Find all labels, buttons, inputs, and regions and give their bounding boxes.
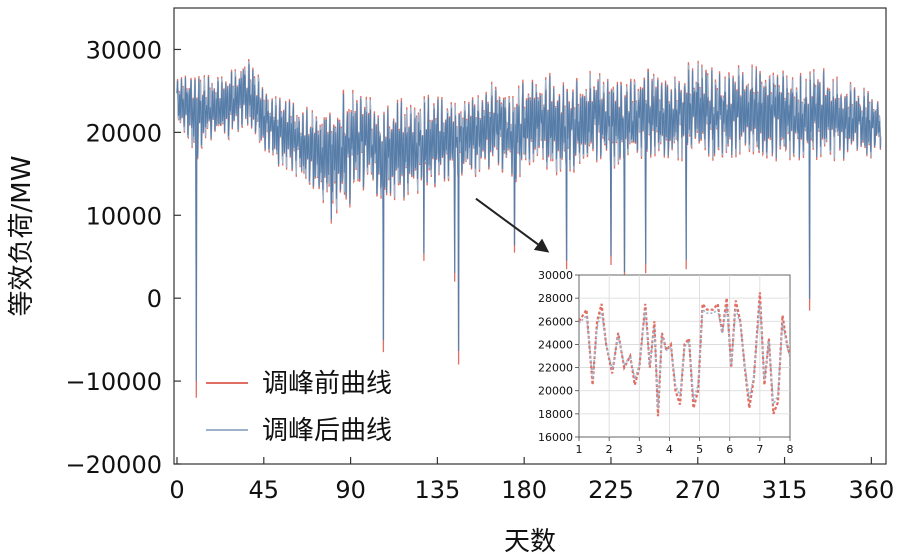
inset-x-ticks: 1 2 3 4 5 6 7 8 <box>576 437 794 456</box>
inset-series-after <box>579 302 790 409</box>
x-tick-label: 135 <box>414 476 460 504</box>
x-tick-label: 225 <box>588 476 634 504</box>
x-tick-label: 360 <box>848 476 894 504</box>
zoom-arrow-head <box>533 238 550 253</box>
inset-x-tick-label: 8 <box>787 443 794 456</box>
x-axis-ticks: 0 45 90 135 180 225 270 315 360 <box>169 457 894 504</box>
inset-y-tick-label: 22000 <box>538 362 573 375</box>
inset-chart: 1 2 3 4 5 6 7 8 16000 18000 20000 22000 24000 26000 2… <box>538 269 794 456</box>
inset-x-tick-label: 3 <box>636 443 643 456</box>
zoom-arrow-line <box>475 197 539 246</box>
x-tick-label: 315 <box>762 476 808 504</box>
inset-y-tick-label: 26000 <box>538 315 573 328</box>
x-tick-label: 45 <box>249 476 280 504</box>
inset-x-tick-label: 5 <box>696 443 703 456</box>
inset-y-tick-label: 30000 <box>538 269 573 282</box>
x-tick-label: 0 <box>169 476 184 504</box>
y-axis-ticks: −20000 −10000 0 10000 20000 30000 <box>66 36 181 479</box>
zoom-arrow <box>475 197 550 253</box>
inset-series-layer <box>579 292 790 417</box>
inset-x-tick-label: 4 <box>666 443 673 456</box>
y-tick-label: −10000 <box>66 368 162 396</box>
y-tick-label: 30000 <box>86 36 162 64</box>
x-tick-label: 270 <box>675 476 721 504</box>
y-tick-label: 20000 <box>86 119 162 147</box>
legend: 调峰前曲线 调峰后曲线 <box>206 369 392 446</box>
series-after-dense <box>176 64 881 381</box>
legend-label-before: 调峰前曲线 <box>262 369 392 399</box>
y-tick-label: 10000 <box>86 202 162 230</box>
inset-y-tick-label: 16000 <box>538 431 573 444</box>
y-tick-label: 0 <box>147 285 162 313</box>
inset-y-tick-label: 18000 <box>538 408 573 421</box>
x-tick-label: 180 <box>501 476 547 504</box>
y-tick-label: −20000 <box>66 451 162 479</box>
inset-y-tick-label: 24000 <box>538 338 573 351</box>
legend-label-after: 调峰后曲线 <box>262 416 392 446</box>
x-tick-label: 90 <box>335 476 366 504</box>
inset-x-tick-label: 2 <box>606 443 613 456</box>
main-series-layer <box>176 58 882 398</box>
inset-x-tick-label: 7 <box>756 443 763 456</box>
inset-x-tick-label: 6 <box>726 443 733 456</box>
inset-y-ticks: 16000 18000 20000 22000 24000 26000 28000 30000 <box>538 269 579 444</box>
inset-y-tick-label: 20000 <box>538 385 573 398</box>
inset-y-tick-label: 28000 <box>538 292 573 305</box>
y-axis-title: 等效负荷/MW <box>7 156 37 317</box>
x-axis-title: 天数 <box>504 527 556 557</box>
inset-x-tick-label: 1 <box>576 443 583 456</box>
